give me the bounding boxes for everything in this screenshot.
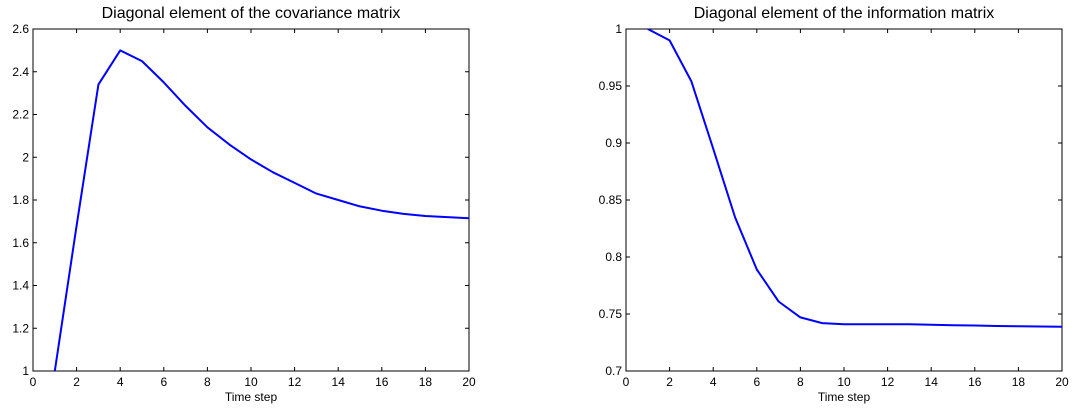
x-tick-label: 10 (244, 375, 258, 389)
y-tick-label: 2.4 (12, 65, 29, 79)
x-tick-label: 8 (204, 375, 211, 389)
x-tick-label: 16 (375, 375, 389, 389)
x-axis-label: Time step (818, 390, 871, 404)
x-tick-label: 2 (73, 375, 80, 389)
y-tick-label: 2.6 (12, 22, 29, 36)
x-tick-label: 18 (419, 375, 433, 389)
x-tick-label: 4 (117, 375, 124, 389)
y-tick-label: 1.4 (12, 279, 29, 293)
y-tick-label: 0.85 (599, 193, 623, 207)
x-tick-label: 20 (462, 375, 476, 389)
x-tick-label: 12 (881, 375, 895, 389)
x-axis-label: Time step (225, 390, 278, 404)
plot-area (32, 28, 470, 372)
x-tick-label: 2 (666, 375, 673, 389)
x-tick-label: 10 (837, 375, 851, 389)
y-tick-label: 1 (615, 22, 622, 36)
x-tick-label: 16 (968, 375, 982, 389)
chart-title: Diagonal element of the information matr… (694, 5, 995, 22)
chart-title: Diagonal element of the covariance matri… (102, 5, 401, 22)
x-tick-label: 4 (710, 375, 717, 389)
y-tick-label: 0.75 (599, 307, 623, 321)
y-tick-label: 0.95 (599, 79, 623, 93)
x-tick-label: 6 (160, 375, 167, 389)
y-tick-label: 0.9 (605, 136, 622, 150)
x-tick-label: 0 (30, 375, 37, 389)
chart-information: Diagonal element of the information matr… (599, 5, 1069, 404)
series-line (53, 49, 469, 371)
x-tick-label: 12 (288, 375, 302, 389)
x-tick-label: 14 (332, 375, 346, 389)
series-line (647, 29, 1062, 328)
chart-covariance: Diagonal element of the covariance matri… (12, 5, 476, 404)
y-tick-label: 0.7 (605, 364, 622, 378)
x-tick-label: 0 (623, 375, 630, 389)
x-tick-label: 14 (925, 375, 939, 389)
y-tick-label: 0.8 (605, 250, 622, 264)
y-tick-label: 1.2 (12, 321, 29, 335)
y-tick-label: 1 (22, 364, 29, 378)
y-tick-label: 2.2 (12, 108, 29, 122)
y-tick-label: 2 (22, 150, 29, 164)
y-tick-label: 1.8 (12, 193, 29, 207)
y-tick-label: 1.6 (12, 236, 29, 250)
x-tick-label: 6 (753, 375, 760, 389)
x-tick-label: 20 (1055, 375, 1069, 389)
x-tick-label: 18 (1012, 375, 1026, 389)
x-tick-label: 8 (797, 375, 804, 389)
